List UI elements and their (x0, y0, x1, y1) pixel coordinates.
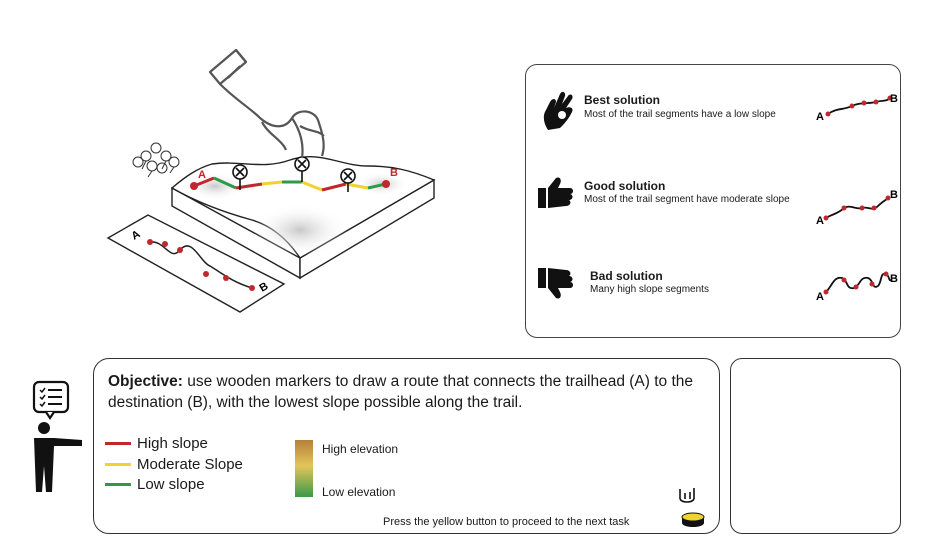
objective-body: use wooden markers to draw a route that … (108, 373, 694, 411)
solution-legend-panel (525, 64, 901, 338)
hand-illustration (208, 48, 325, 159)
objective-panel (93, 358, 720, 534)
elevation-gradient-bar (295, 440, 313, 497)
good-trail-label-a: A (816, 215, 824, 227)
terrain-label-b: B (390, 167, 398, 179)
terrain-label-a: A (198, 169, 206, 181)
good-trail-label-b: B (890, 189, 898, 201)
best-solution-trail: A B (816, 93, 898, 123)
terrain-illustration: A B A B (106, 48, 436, 313)
thumbs-up-icon (538, 177, 573, 208)
best-trail-label-a: A (816, 111, 824, 123)
bad-trail-label-a: A (816, 291, 824, 303)
best-solution-title: Best solution (584, 93, 661, 107)
best-solution-description: Most of the trail segments have a low sl… (584, 109, 776, 120)
objective-text: Objective: use wooden markers to draw a … (108, 371, 708, 413)
best-trail-label-b: B (890, 93, 898, 105)
slope-legend-high: High slope (105, 435, 208, 452)
instructor-icon (32, 380, 82, 492)
bad-solution-description: Many high slope segments (590, 284, 709, 295)
high-slope-swatch (105, 442, 131, 445)
moderate-slope-swatch (105, 463, 131, 466)
good-solution-description: Most of the trail segment have moderate … (584, 194, 790, 205)
moderate-slope-label: Moderate Slope (137, 456, 243, 473)
side-panel (730, 358, 901, 534)
good-solution-title: Good solution (584, 179, 666, 193)
ok-hand-icon (543, 91, 573, 130)
marker-pile (132, 142, 180, 178)
low-slope-label: Low slope (137, 476, 205, 493)
low-elevation-label: Low elevation (322, 485, 396, 499)
thumbs-down-icon (538, 268, 573, 299)
high-slope-label: High slope (137, 435, 208, 452)
low-slope-swatch (105, 483, 131, 486)
high-elevation-label: High elevation (322, 442, 399, 456)
bad-solution-title: Bad solution (590, 269, 663, 283)
bad-solution-trail: A B (816, 271, 898, 303)
objective-label: Objective: (108, 373, 183, 390)
slope-legend-moderate: Moderate Slope (105, 456, 243, 473)
proceed-instruction: Press the yellow button to proceed to th… (383, 516, 630, 528)
sandbox-block (170, 156, 436, 280)
good-solution-trail: A B (816, 189, 898, 227)
bad-trail-label-b: B (890, 273, 898, 285)
pointing-hand-icon (679, 488, 695, 503)
yellow-button[interactable] (681, 510, 705, 528)
paper-map: A B (106, 214, 286, 313)
slope-legend-low: Low slope (105, 476, 205, 493)
wooden-markers (232, 156, 356, 192)
